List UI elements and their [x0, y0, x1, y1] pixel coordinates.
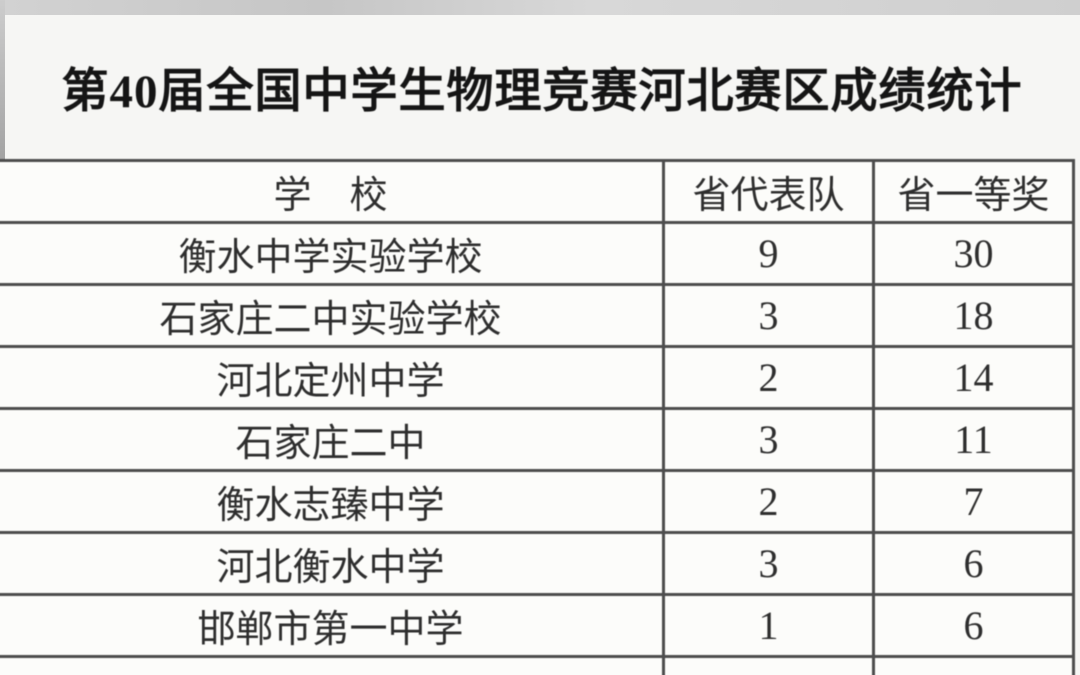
table-row: 邯郸市第一中学 1 6	[0, 593, 1075, 658]
team-count-cell	[662, 655, 875, 675]
team-count-cell: 3	[662, 283, 875, 348]
column-header-provincial-team: 省代表队	[662, 159, 875, 224]
top-letterbox-band	[0, 0, 1080, 15]
school-name-cell: 衡水志臻中学	[0, 469, 665, 534]
first-prize-cell: 11	[872, 407, 1075, 472]
school-name-cell: 河北定州中学	[0, 345, 665, 410]
first-prize-cell: 7	[872, 469, 1075, 534]
school-name-cell: 石家庄二中	[0, 407, 665, 472]
first-prize-cell: 14	[872, 345, 1075, 410]
school-name-cell: 衡水中学实验学校	[0, 221, 665, 286]
first-prize-cell: 18	[872, 283, 1075, 348]
team-count-cell: 1	[662, 593, 875, 658]
table-row-partial-cutoff	[0, 655, 1075, 675]
page-title: 第40届全国中学生物理竞赛河北赛区成绩统计	[61, 66, 1023, 118]
first-prize-cell: 6	[872, 531, 1075, 596]
team-count-cell: 2	[662, 345, 875, 410]
first-prize-cell: 30	[872, 221, 1075, 286]
results-table: 学 校 省代表队 省一等奖 衡水中学实验学校 9 30 石家庄二中实验学校 3 …	[0, 159, 1075, 675]
first-prize-cell	[872, 655, 1075, 675]
team-count-cell: 3	[662, 407, 875, 472]
school-name-cell	[0, 655, 665, 675]
first-prize-cell: 6	[872, 593, 1075, 658]
team-count-cell: 3	[662, 531, 875, 596]
table-row: 衡水中学实验学校 9 30	[0, 221, 1075, 286]
table-row: 河北衡水中学 3 6	[0, 531, 1075, 596]
table-row: 河北定州中学 2 14	[0, 345, 1075, 410]
column-header-first-prize: 省一等奖	[872, 159, 1075, 224]
table-row: 石家庄二中 3 11	[0, 407, 1075, 472]
table-header-row: 学 校 省代表队 省一等奖	[0, 159, 1075, 224]
school-name-cell: 河北衡水中学	[0, 531, 665, 596]
team-count-cell: 9	[662, 221, 875, 286]
table-row: 石家庄二中实验学校 3 18	[0, 283, 1075, 348]
school-name-cell: 石家庄二中实验学校	[0, 283, 665, 348]
school-name-cell: 邯郸市第一中学	[0, 593, 665, 658]
team-count-cell: 2	[662, 469, 875, 534]
column-header-school: 学 校	[0, 159, 665, 224]
table-row: 衡水志臻中学 2 7	[0, 469, 1075, 534]
